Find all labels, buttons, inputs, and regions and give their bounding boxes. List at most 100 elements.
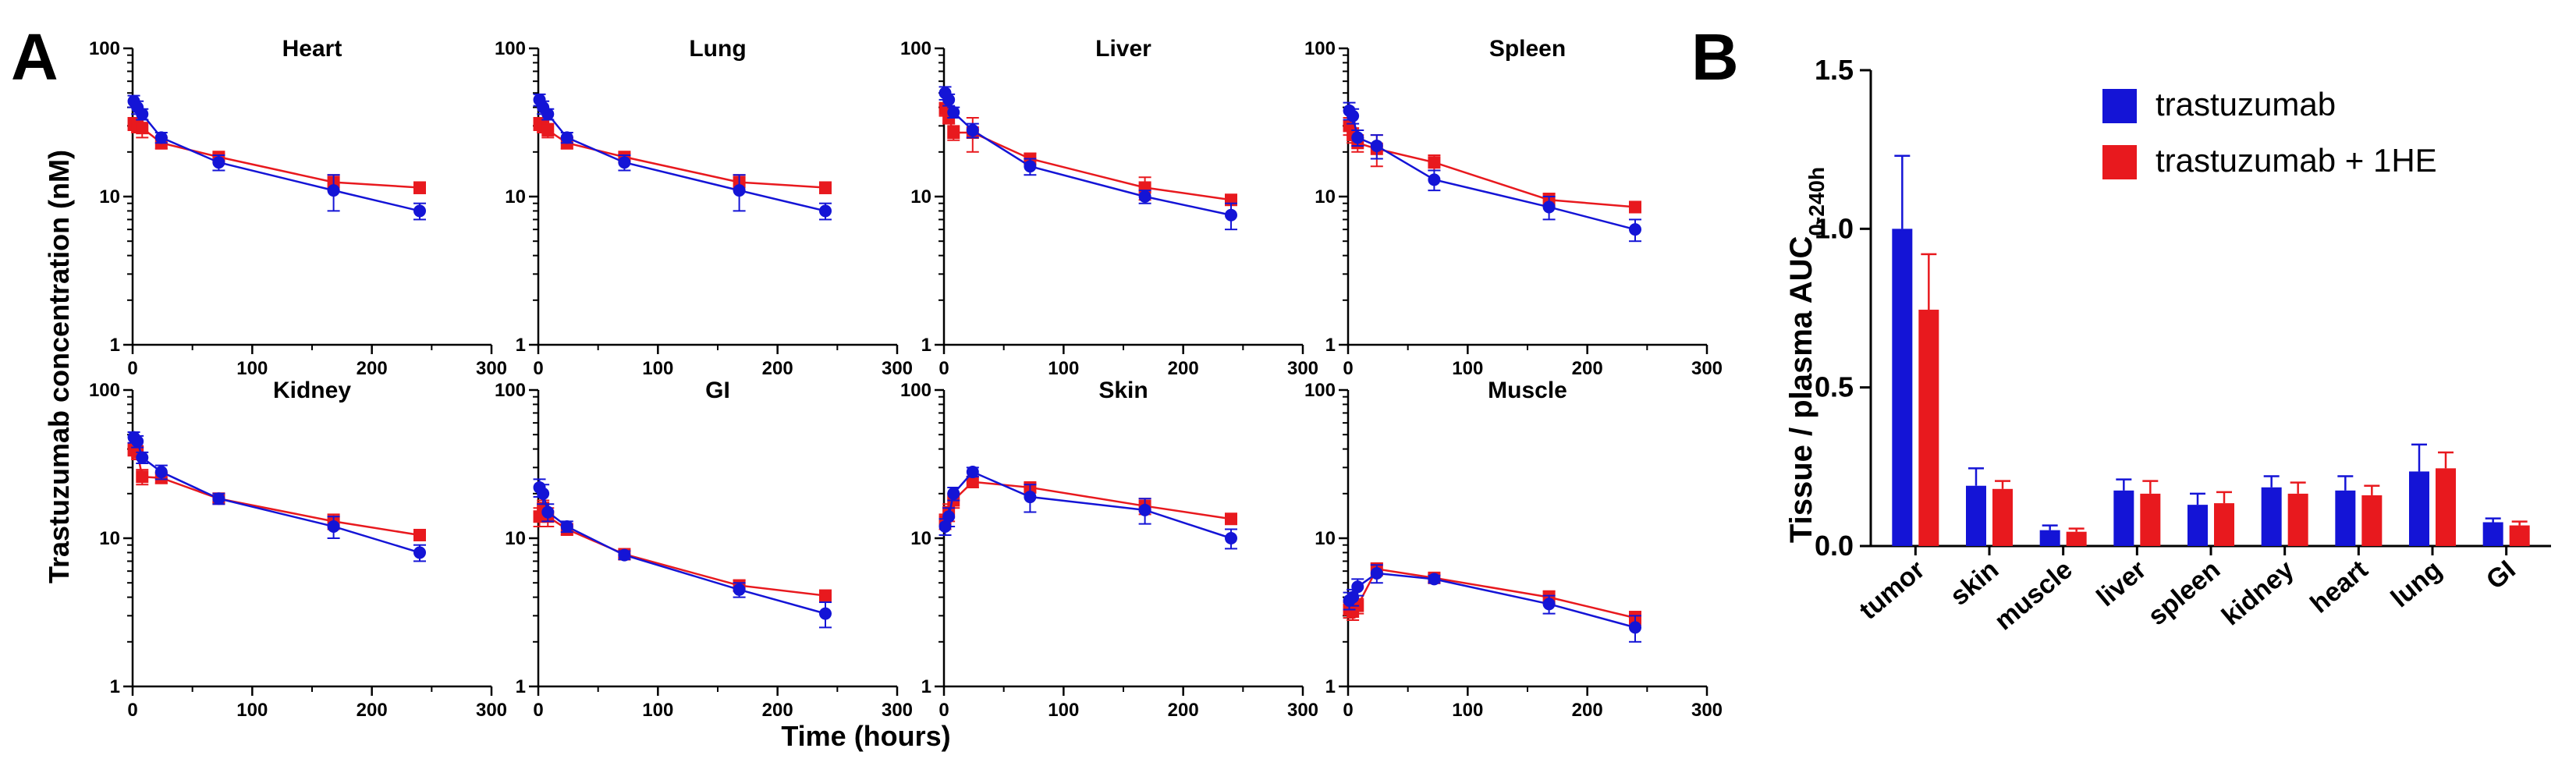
data-point xyxy=(618,156,631,169)
data-point xyxy=(733,583,746,596)
x-tick-label: 300 xyxy=(882,358,913,379)
subplot-title: Muscle xyxy=(1488,378,1567,403)
x-tick-label: 200 xyxy=(1572,358,1603,379)
series-line xyxy=(1348,568,1636,619)
data-point xyxy=(819,589,832,602)
x-tick-label: 0 xyxy=(1343,700,1353,721)
series-trastuzumab-1he xyxy=(939,475,1237,530)
data-point xyxy=(1370,566,1383,580)
series-trastuzumab-1he xyxy=(1343,117,1641,214)
bar-category-label: skin xyxy=(1945,555,2005,612)
series-line xyxy=(1348,125,1636,208)
bar-trastuzumab xyxy=(2261,487,2282,546)
data-point xyxy=(1370,139,1383,152)
y-tick-label: 100 xyxy=(89,380,120,401)
y-tick-label: 10 xyxy=(505,186,526,207)
data-point xyxy=(541,505,555,519)
data-point xyxy=(1351,131,1364,144)
bar-category-label: spleen xyxy=(2142,555,2226,631)
bar-trastuzumab-1he xyxy=(2140,493,2161,546)
x-tick-label: 0 xyxy=(127,700,137,721)
data-point xyxy=(1225,532,1237,544)
data-point xyxy=(560,520,573,533)
bar-category-label: liver xyxy=(2091,555,2152,612)
data-point xyxy=(1138,190,1151,203)
series-line xyxy=(1348,572,1636,629)
series-line xyxy=(133,122,420,189)
y-tick-label: 100 xyxy=(900,38,931,59)
data-point xyxy=(819,181,832,194)
bar-trastuzumab xyxy=(1892,229,1913,546)
series-trastuzumab-1he xyxy=(1343,562,1641,626)
x-tick-label: 100 xyxy=(1452,700,1483,721)
bar-y-tick-label: 0.5 xyxy=(1815,371,1854,403)
data-point xyxy=(136,122,149,135)
legend-swatch xyxy=(2102,145,2137,179)
subplot-skin: 1 10 100 0 100 200 300 Skin xyxy=(900,378,1318,721)
data-point xyxy=(154,131,168,144)
series-trastuzumab-1he xyxy=(939,101,1237,207)
series-trastuzumab xyxy=(533,93,832,221)
series-line xyxy=(538,122,826,189)
subplot-title: Skin xyxy=(1098,378,1148,403)
x-tick-label: 200 xyxy=(762,358,793,379)
x-tick-label: 200 xyxy=(1572,700,1603,721)
series-trastuzumab xyxy=(1343,101,1641,243)
y-tick-label: 10 xyxy=(99,528,120,549)
data-point xyxy=(1138,503,1151,516)
series-line xyxy=(944,92,1232,216)
y-tick-label: 100 xyxy=(1304,380,1336,401)
data-point xyxy=(1428,156,1441,169)
bar-category-label: GI xyxy=(2481,555,2521,595)
data-point xyxy=(136,108,149,121)
y-tick-label: 100 xyxy=(495,38,526,59)
panel-a-x-axis-title: Time (hours) xyxy=(781,720,950,752)
data-point xyxy=(413,204,426,218)
x-tick-label: 100 xyxy=(642,700,673,721)
x-tick-label: 100 xyxy=(236,358,268,379)
series-line xyxy=(538,99,826,212)
series-line xyxy=(1348,110,1636,231)
series-line xyxy=(538,505,826,597)
x-tick-label: 100 xyxy=(642,358,673,379)
bar-trastuzumab-1he xyxy=(2214,503,2234,546)
x-tick-label: 200 xyxy=(357,700,388,721)
series-trastuzumab xyxy=(533,478,832,629)
legend: trastuzumab trastuzumab + 1HE xyxy=(2102,86,2437,179)
x-tick-label: 100 xyxy=(1048,700,1079,721)
data-point xyxy=(1347,590,1360,604)
data-point xyxy=(131,434,144,448)
subplot-title: GI xyxy=(705,378,730,403)
data-point xyxy=(1428,173,1441,186)
bar-trastuzumab xyxy=(2113,490,2134,546)
data-point xyxy=(733,184,746,197)
bar-y-tick-label: 0.0 xyxy=(1815,530,1854,562)
x-tick-label: 100 xyxy=(1452,358,1483,379)
data-point xyxy=(327,184,340,197)
x-tick-label: 300 xyxy=(1691,700,1723,721)
subplot-muscle: 1 10 100 0 100 200 300 Muscle xyxy=(1304,378,1723,721)
y-tick-label: 100 xyxy=(1304,38,1336,59)
x-tick-label: 100 xyxy=(1048,358,1079,379)
series-trastuzumab xyxy=(939,86,1237,231)
data-point xyxy=(537,487,550,500)
x-tick-label: 100 xyxy=(236,700,268,721)
data-point xyxy=(1542,598,1556,611)
data-point xyxy=(212,156,225,169)
bar-trastuzumab xyxy=(2335,490,2356,546)
bar-trastuzumab-1he xyxy=(2436,468,2456,546)
series-line xyxy=(944,470,1232,540)
panel-b-y-axis-title-main: Tissue / plasma AUC xyxy=(1784,236,1818,543)
y-tick-label: 1 xyxy=(921,335,931,356)
legend-label: trastuzumab xyxy=(2156,86,2336,122)
x-tick-label: 300 xyxy=(1287,700,1318,721)
panel-b-label: B xyxy=(1691,20,1739,94)
series-line xyxy=(133,436,420,554)
x-tick-label: 0 xyxy=(127,358,137,379)
series-line xyxy=(133,101,420,212)
subplot-lung: 1 10 100 0 100 200 300 Lung xyxy=(495,36,913,379)
data-point xyxy=(1024,491,1037,504)
y-tick-label: 1 xyxy=(1325,335,1336,356)
bar-category-label: lung xyxy=(2386,555,2447,613)
